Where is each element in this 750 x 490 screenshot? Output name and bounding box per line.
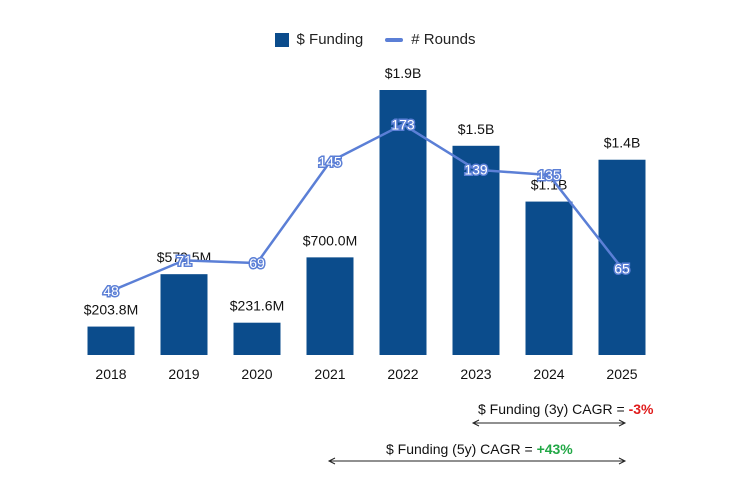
funding-bar-2020 (233, 322, 281, 355)
x-tick-2024: 2024 (533, 366, 564, 382)
cagr-3y-arrow-right-head (618, 419, 627, 427)
funding-label-2025: $1.4B (604, 135, 641, 151)
funding-label-2018: $203.8M (84, 302, 138, 318)
cagr-3y-arrow-left-head (471, 419, 480, 427)
legend-funding-label: $ Funding (296, 31, 364, 48)
funding-bar-2023 (452, 145, 500, 355)
x-tick-2020: 2020 (241, 366, 272, 382)
rounds-label-2021: 145 (318, 154, 342, 170)
rounds-label-2024: 135 (537, 167, 561, 183)
funding-bar-2019 (160, 274, 208, 355)
cagr-5y-value: +43% (536, 441, 573, 457)
funding-bar-2018 (87, 326, 135, 355)
cagr-3y-value: -3% (628, 401, 654, 417)
x-tick-2025: 2025 (606, 366, 637, 382)
funding-label-2022: $1.9B (385, 65, 422, 81)
funding-label-2023: $1.5B (458, 121, 495, 137)
cagr-3y-prefix: $ Funding (3y) CAGR = (478, 401, 629, 417)
legend-rounds-label: # Rounds (411, 31, 476, 48)
cagr-5y-text: $ Funding (5y) CAGR = +43% (386, 441, 573, 457)
cagr-5y-prefix: $ Funding (5y) CAGR = (386, 441, 537, 457)
cagr-5y-arrow-left-head (327, 457, 336, 465)
funding-label-2020: $231.6M (230, 298, 284, 314)
cagr-3y-text: $ Funding (3y) CAGR = -3% (478, 401, 653, 417)
x-tick-2022: 2022 (387, 366, 418, 382)
rounds-line (110, 123, 623, 293)
chart-legend: $ Funding # Rounds (0, 31, 750, 48)
x-tick-2021: 2021 (314, 366, 345, 382)
rounds-label-2023: 139 (464, 162, 488, 178)
rounds-label-2019: 71 (176, 252, 192, 268)
rounds-label-2018: 48 (103, 283, 119, 299)
funding-bar-2024 (525, 201, 573, 355)
funding-label-2021: $700.0M (303, 232, 357, 248)
rounds-label-2025: 65 (614, 260, 630, 276)
cagr-5y-arrow-right-head (618, 457, 627, 465)
legend-item-funding[interactable]: $ Funding (274, 31, 364, 48)
rounds-swatch (385, 37, 404, 42)
rounds-label-2020: 69 (249, 255, 265, 271)
funding-bar-2021 (306, 257, 354, 355)
legend-item-rounds[interactable]: # Rounds (385, 31, 475, 48)
funding-bar-2025 (598, 159, 646, 355)
x-tick-2023: 2023 (460, 366, 491, 382)
x-tick-2018: 2018 (95, 366, 126, 382)
x-tick-2019: 2019 (168, 366, 199, 382)
funding-swatch (274, 32, 289, 47)
rounds-label-2022: 173 (391, 116, 415, 132)
